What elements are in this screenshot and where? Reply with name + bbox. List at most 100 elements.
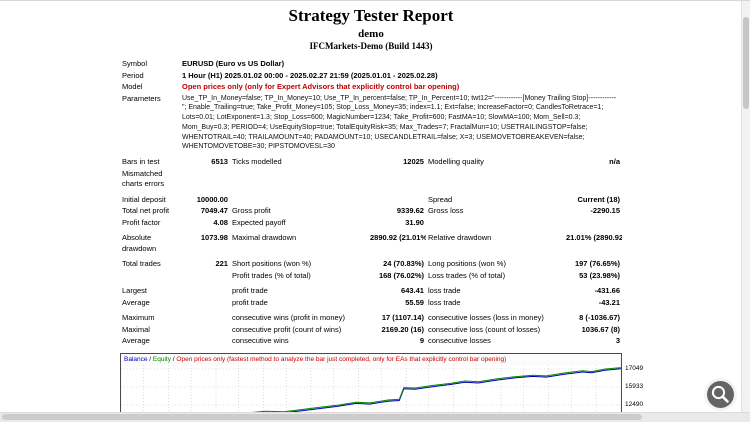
report-cell: n/a (609, 157, 620, 167)
report-cell: 53 (23.98%) (579, 270, 620, 280)
report-cell: profit trade (231, 286, 268, 296)
report-cell (180, 313, 230, 325)
report-cell: Mismatched charts errors (121, 168, 165, 189)
report-cell: 7049.47 (200, 206, 228, 216)
report-cell: Absolute drawdown (121, 233, 157, 253)
report-cell (368, 195, 426, 207)
report-row: Total trades 221 Short positions (won %) 24… (120, 259, 622, 271)
report-cell: Use_TP_In_Money=false; TP_In_Money=10; U… (181, 94, 617, 151)
report-cell: 643.41 (401, 286, 424, 296)
report-row: Absolute drawdown 1073.98 Maximal drawdown… (120, 233, 622, 255)
report-row: Period 1 Hour (H1) 2025.01.02 00:00 - 202… (120, 71, 622, 83)
report-cell (230, 195, 368, 207)
y-axis-tick-label: 17049 (625, 364, 644, 372)
report-cell: 10000.00 (196, 194, 228, 204)
report-cell: loss trade (427, 297, 461, 307)
y-axis-labels: 1704915933124909047 (622, 365, 643, 414)
report-cell: consecutive profit (count of wins) (231, 324, 342, 334)
report-row: Bars in test 6513 Ticks modelled 12025 Model… (120, 157, 622, 169)
report-cell: Total trades (121, 259, 161, 269)
report-cell: Expected payoff (231, 217, 286, 227)
report-row: Maximum consecutive wins (profit in money… (120, 313, 622, 325)
report-cell (564, 218, 622, 230)
balance-chart: Balance / Equity / Open prices only (fas… (120, 352, 643, 414)
report-cell: Current (18) (577, 194, 620, 204)
report-table: Symbol EURUSD (Euro vs US Dollar) Period 1 … (120, 59, 622, 348)
legend-balance-label: Balance (124, 355, 148, 363)
report-cell: 9339.62 (396, 206, 424, 216)
report-cell (180, 336, 230, 348)
report-cell: Open prices only (only for Expert Adviso… (181, 82, 460, 91)
report-cell: Maximum (121, 313, 155, 323)
report-cell: Loss trades (% of total) (427, 270, 506, 280)
report-cell: -43.21 (598, 297, 620, 307)
report-cell: Maximal (121, 324, 150, 334)
report-cell: 4.08 (213, 217, 228, 227)
report-cell: Short positions (won %) (231, 259, 312, 269)
report-table-body: Symbol EURUSD (Euro vs US Dollar) Period 1 … (120, 59, 622, 348)
report-cell: Spread (427, 194, 453, 204)
report-cell: Average (121, 336, 150, 346)
report-cell: 2169.20 (16) (381, 324, 424, 334)
report-cell (564, 169, 622, 191)
report-cell: 6513 (211, 157, 228, 167)
report-cell: Long positions (won %) (427, 259, 506, 269)
report-row: Symbol EURUSD (Euro vs US Dollar) (120, 59, 622, 71)
report-cell: consecutive losses (loss in money) (427, 313, 544, 323)
report-cell: 31.90 (405, 217, 424, 227)
report-cell: 221 (215, 259, 228, 269)
horizontal-scrollbar[interactable] (0, 412, 750, 422)
legend-separator: / (171, 355, 177, 363)
report-cell (180, 298, 230, 310)
report-cell: 21.01% (2890.92) (565, 233, 622, 243)
report-cell: consecutive loss (count of losses) (427, 324, 541, 334)
report-cell: 9 (419, 336, 424, 346)
zoom-button[interactable] (707, 381, 734, 408)
report-cell: consecutive wins (profit in money) (231, 313, 345, 323)
report-cell: loss trade (427, 286, 461, 296)
report-cell: Gross loss (427, 206, 464, 216)
report-cell: -2290.15 (590, 206, 620, 216)
report-cell: 197 (76.65%) (574, 259, 620, 269)
report-cell: Largest (121, 286, 148, 296)
horizontal-scrollbar-thumb[interactable] (2, 414, 642, 420)
magnifier-icon (711, 385, 729, 403)
report-row: Initial deposit 10000.00 Spread Current (18… (120, 195, 622, 207)
report-cell (180, 169, 230, 191)
report-row: Model Open prices only (only for Expert A… (120, 82, 622, 94)
chart-legend: Balance / Equity / Open prices only (fas… (121, 353, 621, 365)
report-row: Mismatched charts errors (120, 169, 622, 191)
report-cell (368, 169, 426, 191)
y-axis-tick-label: 12490 (625, 401, 644, 409)
vertical-scrollbar[interactable] (741, 1, 750, 414)
report-cell: 24 (70.83%) (383, 259, 424, 269)
report-cell: profit trade (231, 297, 268, 307)
report-cell (180, 271, 230, 283)
report-cell: Profit factor (121, 217, 161, 227)
report-cell: 3 (615, 336, 620, 346)
report-cell: 1036.67 (8) (581, 324, 620, 334)
expert-name: demo (358, 28, 384, 40)
report-cell: -431.66 (594, 286, 620, 296)
legend-equity-label: Equity (152, 355, 171, 363)
report-cell: Modelling quality (427, 157, 484, 167)
legend-separator: / (147, 355, 153, 363)
vertical-scrollbar-thumb[interactable] (743, 17, 749, 109)
report-cell: Model (121, 82, 143, 91)
report-cell: 2890.92 (21.01%) (369, 233, 426, 243)
report-row: Maximal consecutive profit (count of wins… (120, 325, 622, 337)
report-row: Average consecutive wins 9 consecutive loss… (120, 336, 622, 348)
report-cell (180, 325, 230, 337)
report-cell (230, 169, 368, 191)
legend-model-label: Open prices only (fastest method to anal… (176, 355, 507, 363)
report-row: Parameters Use_TP_In_Money=false; TP_In_M… (120, 94, 622, 154)
scrollbar-corner (742, 413, 750, 422)
report-cell: Ticks modelled (231, 157, 282, 167)
report-row: Largest profit trade 643.41 loss trade -431.… (120, 286, 622, 298)
report-cell (426, 169, 564, 191)
report-content: Strategy Tester Report demo IFCMarkets-D… (0, 1, 742, 414)
report-row: Profit trades (% of total) 168 (76.02%) Lo… (120, 271, 622, 283)
report-cell (426, 218, 564, 230)
report-cell: EURUSD (Euro vs US Dollar) (181, 59, 285, 68)
report-row: Total net profit 7049.47 Gross profit 9339.… (120, 206, 622, 218)
